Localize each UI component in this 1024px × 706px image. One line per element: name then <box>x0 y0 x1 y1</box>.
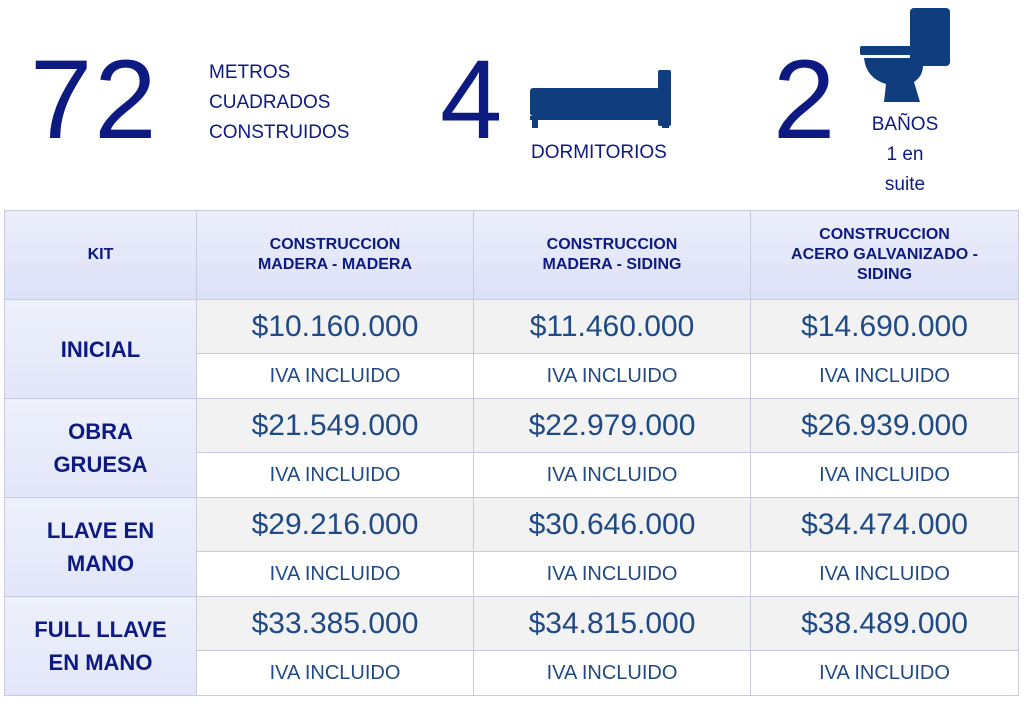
price-cell: $26.939.000 <box>750 398 1019 453</box>
price-cell: $33.385.000 <box>196 596 474 651</box>
table-row: FULL LLAVE EN MANO $33.385.000 $34.815.0… <box>4 596 1019 696</box>
area-label: METROS CUADRADOS CONSTRUIDOS <box>209 62 350 143</box>
price-cell: $34.815.000 <box>473 596 751 651</box>
kit-label: INICIAL <box>4 299 197 399</box>
header-row: KIT CONSTRUCCION MADERA - MADERA CONSTRU… <box>4 210 1019 300</box>
iva-note: IVA INCLUIDO <box>750 650 1019 696</box>
bathrooms-value: 2 <box>773 37 838 162</box>
table-row: LLAVE EN MANO $29.216.000 $30.646.000 $3… <box>4 497 1019 597</box>
header-kit: KIT <box>4 210 197 300</box>
kit-label: FULL LLAVE EN MANO <box>4 596 197 696</box>
iva-note: IVA INCLUIDO <box>196 452 474 498</box>
iva-note: IVA INCLUIDO <box>473 452 751 498</box>
bedrooms-label: DORMITORIOS <box>531 142 667 163</box>
iva-note: IVA INCLUIDO <box>473 650 751 696</box>
iva-note: IVA INCLUIDO <box>473 353 751 399</box>
toilet-icon <box>860 8 950 102</box>
iva-note: IVA INCLUIDO <box>196 551 474 597</box>
table-row: IVA INCLUIDO IVA INCLUIDO IVA INCLUIDO <box>5 353 1019 399</box>
price-cell: $14.690.000 <box>750 299 1019 354</box>
price-cell: $29.216.000 <box>196 497 474 552</box>
header-madera-madera: CONSTRUCCION MADERA - MADERA <box>196 210 474 300</box>
iva-note: IVA INCLUIDO <box>750 551 1019 597</box>
price-cell: $21.549.000 <box>196 398 474 453</box>
iva-note: IVA INCLUIDO <box>473 551 751 597</box>
bedrooms-value: 4 <box>440 37 505 162</box>
area-value: 72 <box>30 37 159 162</box>
header-madera-siding: CONSTRUCCION MADERA - SIDING <box>473 210 751 300</box>
table-row: INICIAL $10.160.000 $11.460.000 $14.690.… <box>4 299 1019 399</box>
iva-note: IVA INCLUIDO <box>196 650 474 696</box>
table-row: OBRA GRUESA $21.549.000 $22.979.000 $26.… <box>4 398 1019 498</box>
iva-note: IVA INCLUIDO <box>196 353 474 399</box>
table-row: IVA INCLUIDO IVA INCLUIDO IVA INCLUIDO <box>5 650 1019 696</box>
bed-icon <box>530 70 671 128</box>
kit-label: OBRA GRUESA <box>4 398 197 498</box>
price-cell: $38.489.000 <box>750 596 1019 651</box>
price-cell: $30.646.000 <box>473 497 751 552</box>
kit-label: LLAVE EN MANO <box>4 497 197 597</box>
table-row: IVA INCLUIDO IVA INCLUIDO IVA INCLUIDO <box>5 551 1019 597</box>
header-acero-siding: CONSTRUCCION ACERO GALVANIZADO - SIDING <box>750 210 1019 300</box>
table-row: IVA INCLUIDO IVA INCLUIDO IVA INCLUIDO <box>5 452 1019 498</box>
price-cell: $11.460.000 <box>473 299 751 354</box>
iva-note: IVA INCLUIDO <box>750 353 1019 399</box>
price-cell: $22.979.000 <box>473 398 751 453</box>
iva-note: IVA INCLUIDO <box>750 452 1019 498</box>
bathrooms-label: BAÑOS 1 en suite <box>871 114 939 195</box>
price-cell: $34.474.000 <box>750 497 1019 552</box>
price-table: KIT CONSTRUCCION MADERA - MADERA CONSTRU… <box>4 210 1019 696</box>
price-cell: $10.160.000 <box>196 299 474 354</box>
